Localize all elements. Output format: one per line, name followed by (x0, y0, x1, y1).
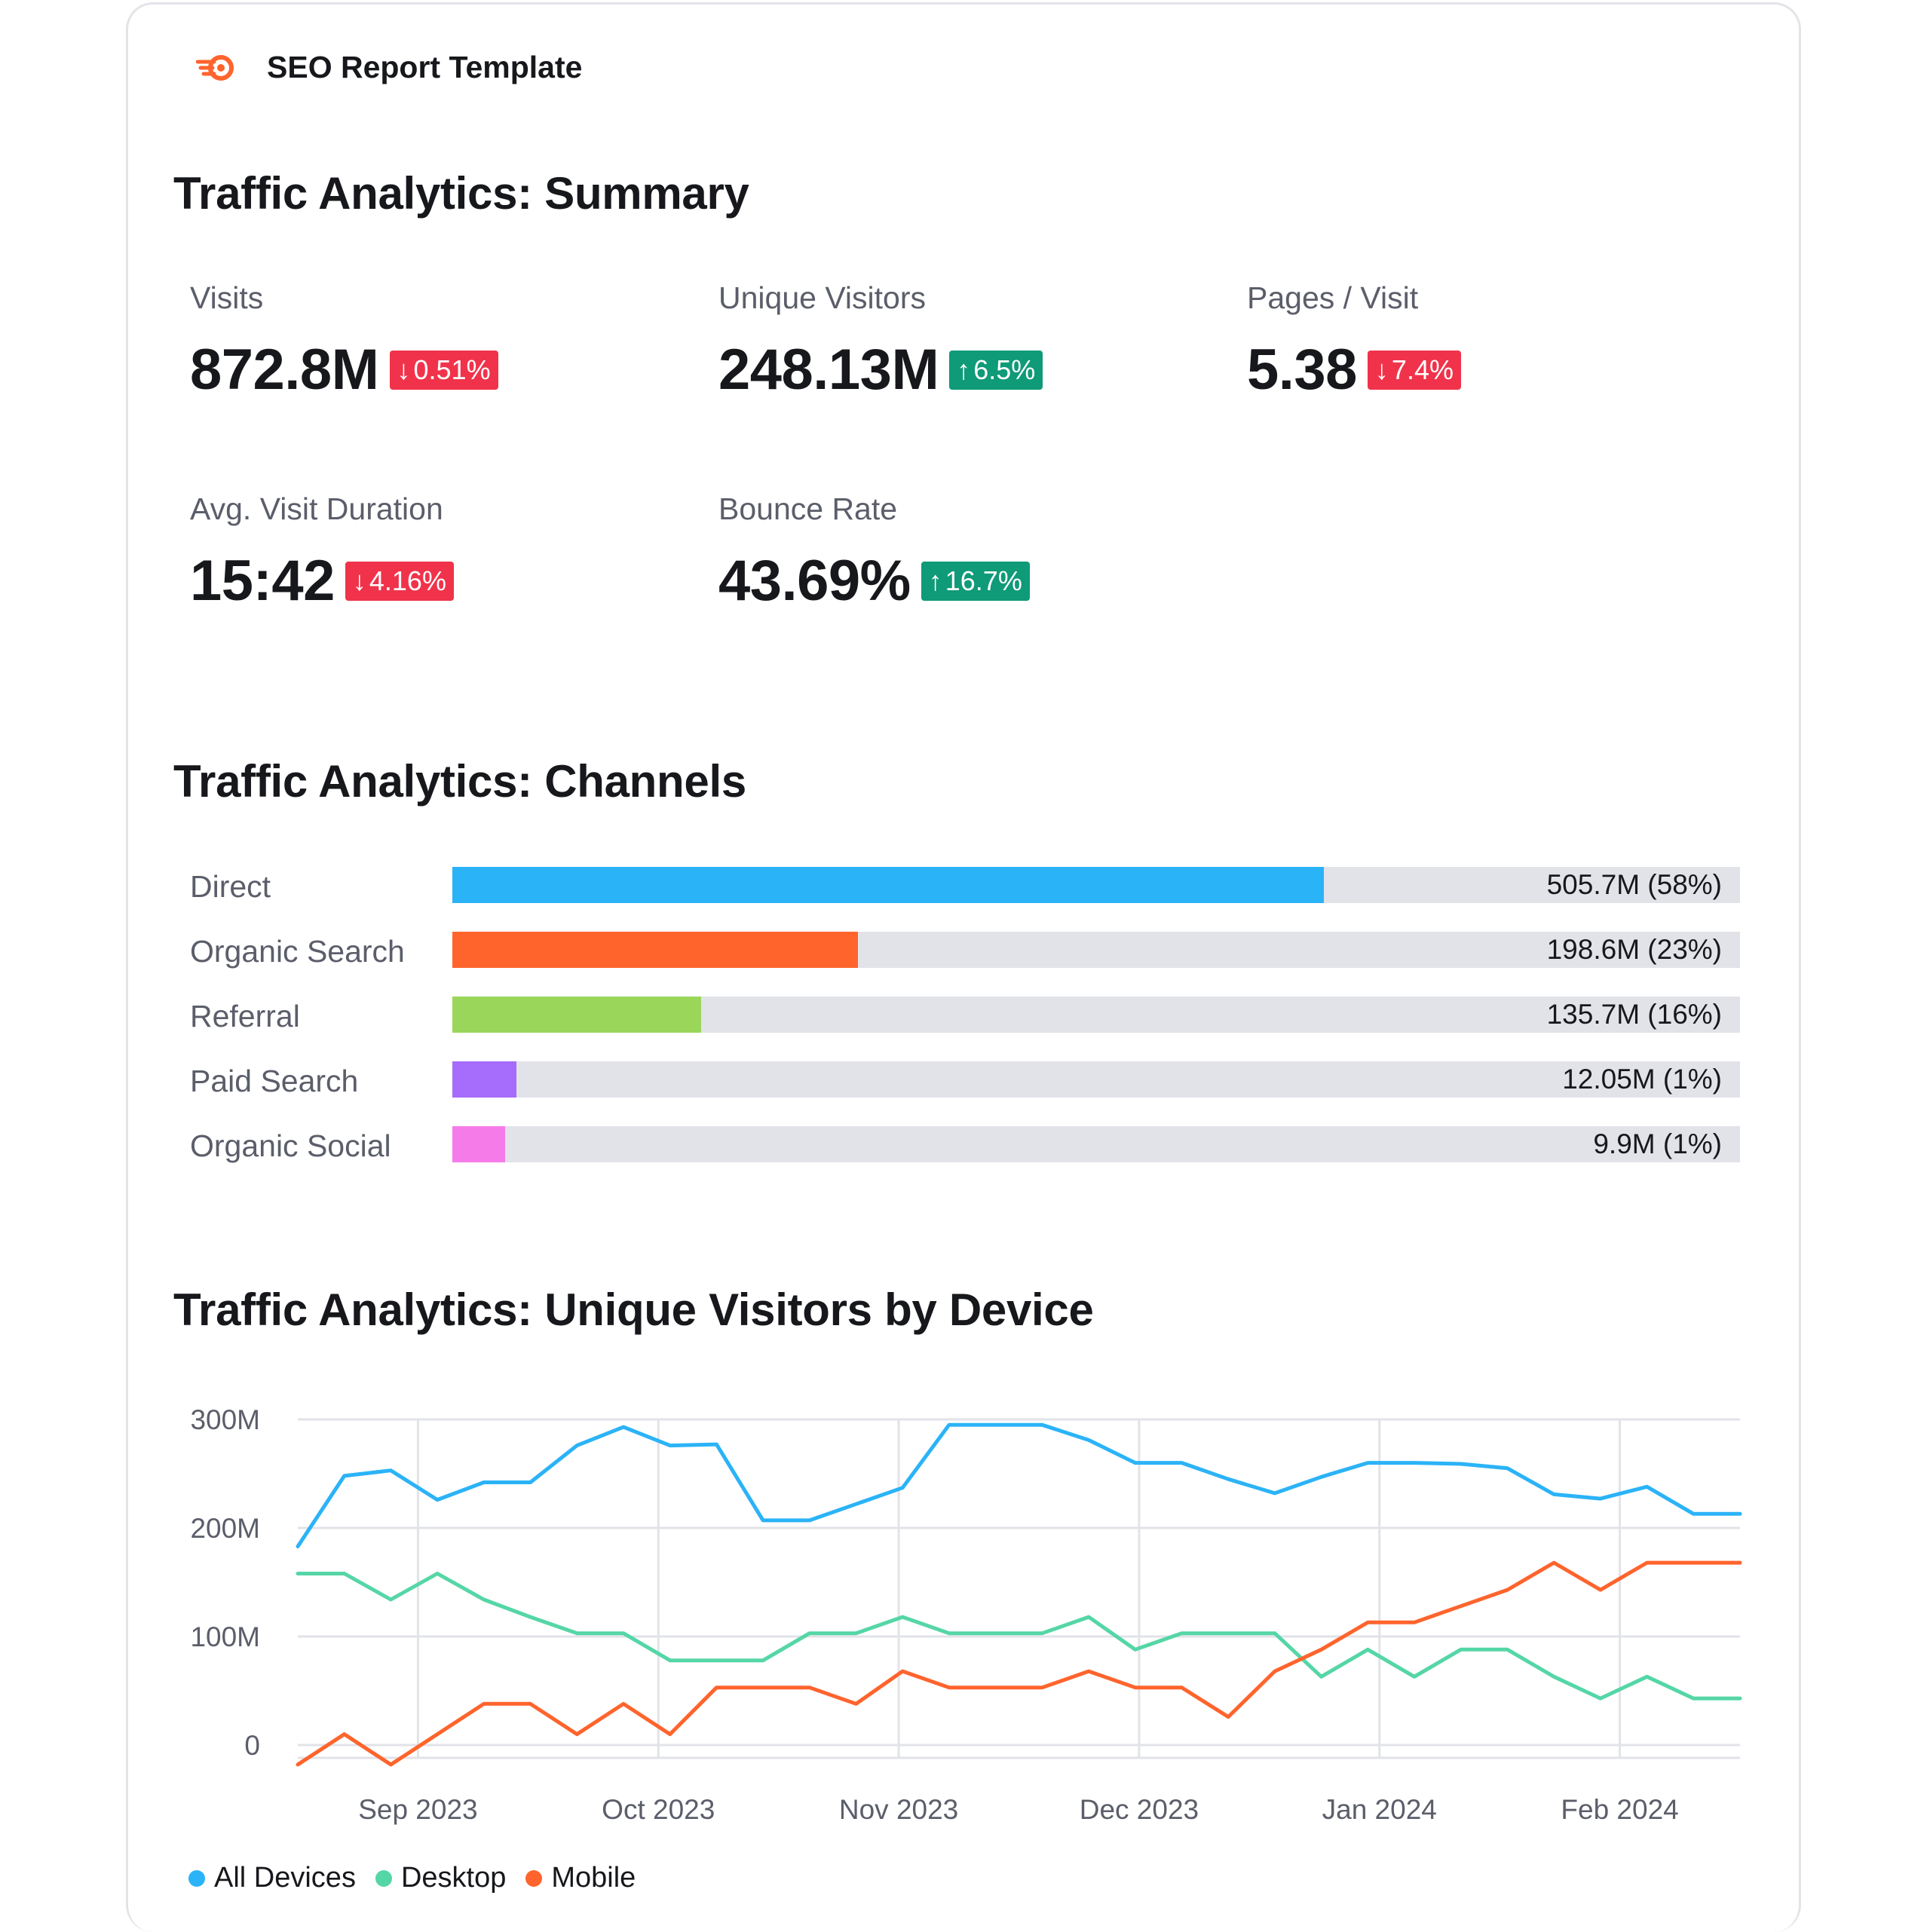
series-line-mobile (296, 1560, 1742, 1767)
arrow-down-icon: ↓ (352, 565, 366, 596)
metric-pages-visit: Pages / Visit 5.38 ↓ 7.4% (1247, 280, 1461, 403)
change-value: 0.51% (413, 354, 491, 385)
report-header: SEO Report Template (196, 50, 582, 85)
arrow-down-icon: ↓ (397, 354, 411, 385)
x-tick-label: Oct 2023 (602, 1794, 715, 1825)
y-tick-label: 200M (190, 1513, 260, 1544)
channel-bar-fill (452, 1126, 506, 1162)
metric-value: 872.8M (190, 338, 379, 402)
report-title: SEO Report Template (267, 50, 583, 84)
channel-label: Organic Social (190, 1128, 391, 1163)
channel-bar-fill (452, 1061, 517, 1098)
legend-label: Mobile (551, 1862, 636, 1894)
legend-item-desktop[interactable]: Desktop (375, 1862, 506, 1894)
legend-item-all-devices[interactable]: All Devices (188, 1862, 356, 1894)
change-badge: ↑ 6.5% (949, 350, 1043, 390)
channel-label: Referral (190, 999, 300, 1033)
legend-item-mobile[interactable]: Mobile (525, 1862, 636, 1894)
y-tick-label: 100M (190, 1621, 260, 1652)
change-value: 7.4% (1391, 354, 1454, 385)
legend-label: Desktop (400, 1862, 507, 1894)
channel-value: 9.9M (1%) (1593, 1128, 1722, 1159)
metric-label: Pages / Visit (1247, 280, 1419, 315)
summary-title: Traffic Analytics: Summary (173, 168, 749, 219)
metric-value: 15:42 (190, 549, 335, 613)
x-tick-label: Feb 2024 (1561, 1794, 1678, 1825)
legend-dot-icon (188, 1869, 205, 1887)
legend-dot-icon (375, 1869, 392, 1887)
metric-label: Unique Visitors (718, 280, 926, 315)
channels-title: Traffic Analytics: Channels (173, 756, 746, 807)
channel-bar-fill (452, 867, 1325, 903)
channel-value: 505.7M (58%) (1546, 869, 1722, 900)
x-tick-label: Jan 2024 (1322, 1794, 1437, 1825)
change-value: 6.5% (973, 354, 1036, 385)
metric-visits: Visits 872.8M ↓ 0.51% (190, 280, 498, 403)
metric-value: 5.38 (1247, 338, 1357, 402)
channel-bar-paid-search: 12.05M (1%) (452, 1061, 1740, 1098)
channel-label: Organic Search (190, 934, 405, 969)
channel-bar-organic-search: 198.6M (23%) (452, 932, 1740, 968)
channel-value: 135.7M (16%) (1546, 999, 1722, 1030)
metric-avg-visit-duration: Avg. Visit Duration 15:42 ↓ 4.16% (190, 491, 454, 614)
metric-label: Visits (190, 280, 264, 315)
series-line-desktop (296, 1572, 1742, 1701)
arrow-down-icon: ↓ (1374, 354, 1389, 385)
change-value: 16.7% (945, 565, 1022, 596)
metric-bounce-rate: Bounce Rate 43.69% ↑ 16.7% (718, 491, 1030, 614)
channel-bar-organic-social: 9.9M (1%) (452, 1126, 1740, 1162)
change-badge: ↓ 4.16% (345, 561, 454, 601)
metric-label: Avg. Visit Duration (190, 491, 443, 526)
device-chart-title: Traffic Analytics: Unique Visitors by De… (173, 1284, 1094, 1335)
change-badge: ↑ 16.7% (921, 561, 1030, 601)
y-tick-label: 0 (244, 1730, 260, 1761)
channel-bar-fill (452, 932, 859, 968)
chart-legend: All Devices Desktop Mobile (188, 1862, 655, 1894)
arrow-up-icon: ↑ (957, 354, 971, 385)
series-line-all-devices (296, 1422, 1742, 1548)
semrush-fire-icon (196, 54, 234, 81)
channel-label: Paid Search (190, 1064, 359, 1098)
channel-bar-fill (452, 997, 701, 1033)
x-tick-label: Nov 2023 (839, 1794, 958, 1825)
legend-dot-icon (525, 1869, 543, 1887)
metric-value: 43.69% (718, 549, 911, 613)
metric-value: 248.13M (718, 338, 939, 402)
arrow-up-icon: ↑ (928, 565, 942, 596)
channel-bar-referral: 135.7M (16%) (452, 997, 1740, 1033)
legend-label: All Devices (214, 1862, 356, 1894)
y-tick-label: 300M (190, 1404, 260, 1435)
x-tick-label: Sep 2023 (358, 1794, 477, 1825)
metric-unique-visitors: Unique Visitors 248.13M ↑ 6.5% (718, 280, 1043, 403)
channel-bar-direct: 505.7M (58%) (452, 867, 1740, 903)
channel-label: Direct (190, 869, 271, 904)
change-value: 4.16% (369, 565, 446, 596)
x-tick-label: Dec 2023 (1080, 1794, 1199, 1825)
metric-label: Bounce Rate (718, 491, 898, 526)
change-badge: ↓ 7.4% (1367, 350, 1461, 390)
channel-value: 198.6M (23%) (1546, 934, 1722, 965)
change-badge: ↓ 0.51% (389, 350, 498, 390)
channel-value: 12.05M (1%) (1562, 1064, 1722, 1095)
